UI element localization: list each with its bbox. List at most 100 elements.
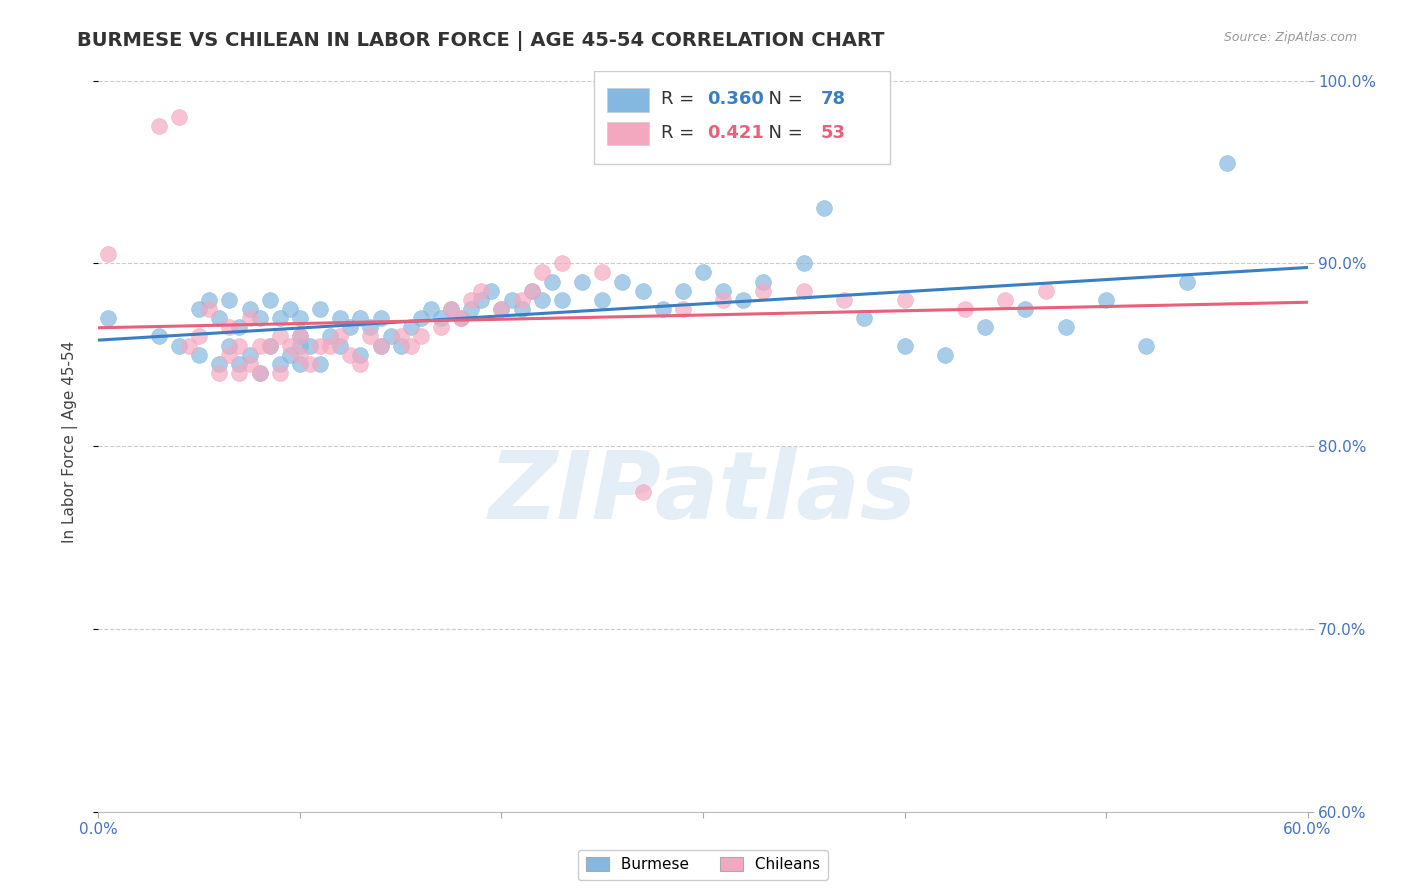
Point bbox=[530, 293, 553, 307]
Point bbox=[278, 338, 301, 352]
Point bbox=[278, 348, 301, 362]
Point bbox=[430, 311, 453, 326]
Point bbox=[591, 293, 613, 307]
Point bbox=[148, 119, 170, 133]
Point bbox=[167, 110, 190, 124]
Text: Source: ZipAtlas.com: Source: ZipAtlas.com bbox=[1223, 31, 1357, 45]
Point bbox=[520, 284, 543, 298]
Text: 0.421: 0.421 bbox=[707, 124, 763, 142]
Point bbox=[288, 348, 311, 362]
Point bbox=[1014, 301, 1036, 316]
Point bbox=[249, 366, 271, 380]
Point bbox=[299, 338, 322, 352]
Legend:  Burmese,  Chileans: Burmese, Chileans bbox=[578, 849, 828, 880]
Point bbox=[288, 311, 311, 326]
Point bbox=[853, 311, 876, 326]
Point bbox=[651, 301, 673, 316]
Point bbox=[259, 338, 281, 352]
Point bbox=[571, 275, 593, 289]
Point bbox=[329, 338, 352, 352]
Point bbox=[974, 320, 997, 334]
Point bbox=[440, 301, 463, 316]
Point bbox=[953, 301, 976, 316]
Point bbox=[288, 329, 311, 343]
Point bbox=[259, 338, 281, 352]
Point bbox=[329, 311, 352, 326]
Point bbox=[97, 247, 120, 261]
Point bbox=[329, 329, 352, 343]
Point bbox=[360, 329, 382, 343]
Point bbox=[389, 338, 412, 352]
Point bbox=[339, 320, 361, 334]
Point bbox=[389, 329, 412, 343]
Text: 78: 78 bbox=[820, 90, 845, 109]
Text: R =: R = bbox=[661, 90, 700, 109]
Text: N =: N = bbox=[758, 90, 808, 109]
Point bbox=[450, 311, 472, 326]
Point bbox=[491, 301, 513, 316]
Text: R =: R = bbox=[661, 124, 700, 142]
Point bbox=[198, 293, 221, 307]
Point bbox=[440, 301, 463, 316]
Point bbox=[269, 366, 291, 380]
Point bbox=[631, 284, 654, 298]
Point bbox=[1175, 275, 1198, 289]
Point bbox=[228, 320, 250, 334]
Point bbox=[1035, 284, 1057, 298]
Point bbox=[1216, 155, 1239, 169]
Point bbox=[692, 265, 714, 279]
FancyBboxPatch shape bbox=[607, 121, 648, 145]
Point bbox=[832, 293, 855, 307]
Point bbox=[349, 311, 371, 326]
Point bbox=[501, 293, 523, 307]
Point bbox=[612, 275, 634, 289]
Point bbox=[319, 338, 342, 352]
Point bbox=[288, 357, 311, 371]
FancyBboxPatch shape bbox=[607, 88, 648, 112]
Point bbox=[460, 293, 482, 307]
Point bbox=[752, 284, 775, 298]
Point bbox=[259, 293, 281, 307]
Point bbox=[188, 348, 211, 362]
Point bbox=[510, 301, 533, 316]
Point bbox=[218, 348, 240, 362]
Point bbox=[218, 338, 240, 352]
Point bbox=[470, 293, 492, 307]
Point bbox=[97, 311, 120, 326]
Point bbox=[470, 284, 492, 298]
Text: ZIPatlas: ZIPatlas bbox=[489, 448, 917, 540]
Point bbox=[399, 338, 422, 352]
Point bbox=[249, 366, 271, 380]
Point bbox=[167, 338, 190, 352]
Point bbox=[460, 301, 482, 316]
Text: 53: 53 bbox=[820, 124, 845, 142]
Point bbox=[269, 329, 291, 343]
Point bbox=[278, 301, 301, 316]
Point bbox=[370, 338, 392, 352]
FancyBboxPatch shape bbox=[595, 71, 890, 164]
Point bbox=[551, 256, 574, 270]
Text: N =: N = bbox=[758, 124, 808, 142]
Point bbox=[409, 311, 432, 326]
Point bbox=[188, 329, 211, 343]
Point bbox=[239, 348, 262, 362]
Point bbox=[208, 311, 231, 326]
Point bbox=[370, 311, 392, 326]
Point bbox=[711, 284, 734, 298]
Point bbox=[893, 293, 915, 307]
Text: BURMESE VS CHILEAN IN LABOR FORCE | AGE 45-54 CORRELATION CHART: BURMESE VS CHILEAN IN LABOR FORCE | AGE … bbox=[77, 31, 884, 51]
Point bbox=[530, 265, 553, 279]
Point bbox=[218, 320, 240, 334]
Point bbox=[188, 301, 211, 316]
Point bbox=[319, 329, 342, 343]
Point bbox=[249, 338, 271, 352]
Point bbox=[228, 357, 250, 371]
Point bbox=[228, 366, 250, 380]
Point bbox=[309, 338, 332, 352]
Point bbox=[309, 357, 332, 371]
Point bbox=[711, 293, 734, 307]
Point bbox=[733, 293, 755, 307]
Point bbox=[239, 357, 262, 371]
Point bbox=[893, 338, 915, 352]
Point bbox=[349, 348, 371, 362]
